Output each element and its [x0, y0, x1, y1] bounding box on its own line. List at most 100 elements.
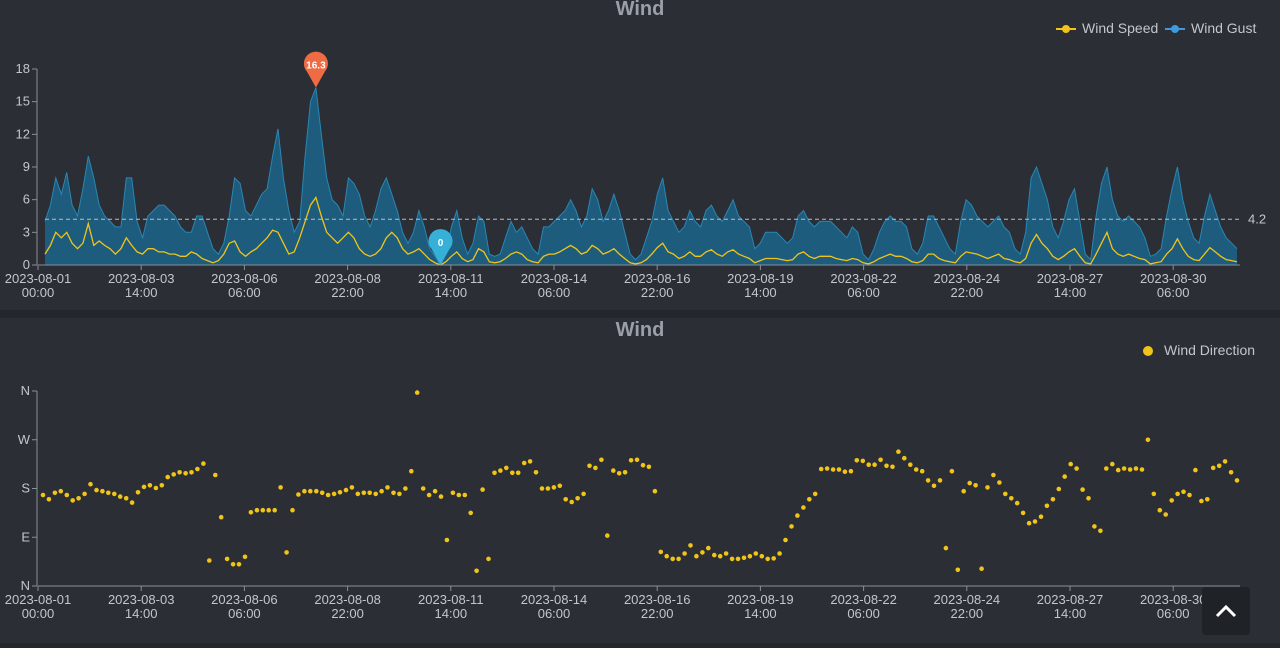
wind-direction-point — [224, 556, 230, 562]
wind-direction-point — [1098, 528, 1103, 534]
marker-label: 0 — [438, 238, 444, 249]
x-tick-label: 2023-08-01 — [5, 271, 72, 286]
wind-direction-point — [397, 491, 402, 497]
wind-direction-point — [896, 449, 901, 454]
wind-direction-point — [878, 457, 883, 463]
x-tick-label: 2023-08-27 — [1037, 592, 1104, 607]
wind-direction-point — [153, 485, 159, 491]
wind-direction-point — [40, 492, 46, 498]
wind-direction-point — [658, 549, 664, 555]
chevron-up-icon — [1215, 604, 1237, 618]
y-tick-label: 18 — [16, 61, 30, 76]
wind-direction-point — [676, 556, 681, 562]
legend-wind-speed-label: Wind Speed — [1082, 20, 1158, 36]
wind-direction-point — [183, 471, 188, 476]
wind-direction-point — [991, 472, 996, 478]
wind-direction-point — [349, 485, 355, 490]
wind-direction-point — [379, 488, 384, 494]
wind-direction-point — [82, 491, 87, 497]
wind-direction-point — [795, 513, 800, 518]
legend-wind-gust-label: Wind Gust — [1191, 20, 1256, 36]
y-tick-label: E — [21, 529, 30, 544]
wind-direction-point — [652, 488, 658, 494]
x-tick-label: 2023-08-14 — [521, 271, 588, 286]
wind-direction-point — [510, 470, 515, 476]
wind-direction-point — [361, 490, 367, 496]
wind-direction-point — [123, 496, 129, 501]
wind-direction-point — [913, 467, 919, 472]
wind-direction-point — [1151, 491, 1157, 497]
wind-direction-point — [207, 558, 212, 563]
wind-direction-point — [1056, 486, 1062, 492]
scroll-to-top-button[interactable] — [1202, 587, 1250, 635]
wind-direction-point — [129, 500, 135, 505]
wind-direction-point — [943, 545, 949, 551]
x-tick-label: 2023-08-22 — [830, 271, 897, 286]
x-tick-label: 2023-08-30 — [1140, 271, 1207, 286]
wind-direction-point — [100, 488, 105, 494]
wind-direction-point — [1080, 487, 1085, 492]
wind-direction-point — [967, 480, 972, 486]
wind-speed-line — [44, 196, 1238, 266]
x-tick-label: 22:00 — [951, 606, 984, 621]
chart-legend: Wind Speed Wind Gust — [1056, 20, 1256, 36]
wind-direction-point — [1086, 496, 1091, 501]
wind-direction-point — [438, 494, 444, 499]
wind-direction-point — [842, 469, 848, 474]
wind-direction-point — [563, 497, 568, 502]
legend-wind-speed-icon — [1062, 25, 1070, 33]
wind-direction-point — [159, 483, 165, 488]
wind-direction-point — [581, 491, 586, 497]
wind-direction-chart: NESWN2023-08-0100:002023-08-0314:002023-… — [5, 342, 1255, 621]
wind-direction-point — [1062, 474, 1067, 479]
wind-direction-point — [664, 553, 669, 559]
wind-direction-point — [866, 462, 871, 467]
wind-direction-point — [902, 455, 907, 461]
x-tick-label: 06:00 — [538, 606, 571, 621]
wind-direction-point — [628, 458, 634, 463]
wind-direction-point — [302, 488, 307, 494]
wind-direction-point — [884, 463, 889, 469]
y-tick-label: 6 — [23, 192, 30, 207]
wind-direction-point — [1068, 461, 1073, 467]
wind-direction-point — [106, 490, 111, 496]
y-tick-label: 15 — [16, 94, 30, 109]
wind-direction-point — [409, 468, 414, 474]
wind-direction-point — [88, 481, 93, 487]
wind-direction-point — [723, 551, 729, 556]
wind-direction-point — [688, 543, 693, 548]
wind-direction-point — [818, 466, 824, 472]
wind-direction-point — [729, 556, 735, 562]
legend-wind-direction-label: Wind Direction — [1164, 342, 1255, 358]
x-tick-label: 2023-08-24 — [934, 271, 1001, 286]
wind-direction-point — [824, 466, 830, 471]
x-tick-label: 14:00 — [435, 285, 468, 300]
x-tick-label: 00:00 — [22, 606, 55, 621]
wind-direction-point — [830, 467, 836, 472]
wind-direction-point — [52, 490, 58, 496]
wind-direction-point — [1044, 503, 1050, 509]
wind-direction-point — [646, 464, 652, 470]
wind-direction-point — [284, 550, 289, 555]
wind-direction-point — [308, 488, 313, 494]
wind-direction-point — [414, 390, 420, 395]
wind-direction-point — [801, 505, 806, 510]
x-tick-label: 2023-08-11 — [418, 271, 484, 286]
wind-direction-point — [373, 491, 379, 497]
wind-direction-point — [319, 490, 325, 496]
wind-direction-point — [634, 457, 640, 463]
wind-direction-point — [248, 510, 254, 515]
wind-direction-point — [230, 562, 236, 567]
wind-speed-chart: 03691215184.216.302023-08-0100:002023-08… — [5, 20, 1266, 300]
legend-wind-direction-icon — [1143, 346, 1153, 356]
wind-direction-point — [854, 458, 860, 463]
wind-direction-point — [587, 463, 592, 469]
wind-direction-point — [1228, 470, 1234, 475]
wind-direction-point — [747, 553, 753, 559]
max-value-marker: 16.3 — [303, 51, 328, 88]
x-tick-label: 2023-08-24 — [934, 592, 1001, 607]
wind-direction-point — [314, 488, 319, 494]
wind-direction-point — [1222, 459, 1228, 464]
x-tick-label: 06:00 — [1157, 606, 1190, 621]
wind-direction-point — [385, 485, 390, 490]
